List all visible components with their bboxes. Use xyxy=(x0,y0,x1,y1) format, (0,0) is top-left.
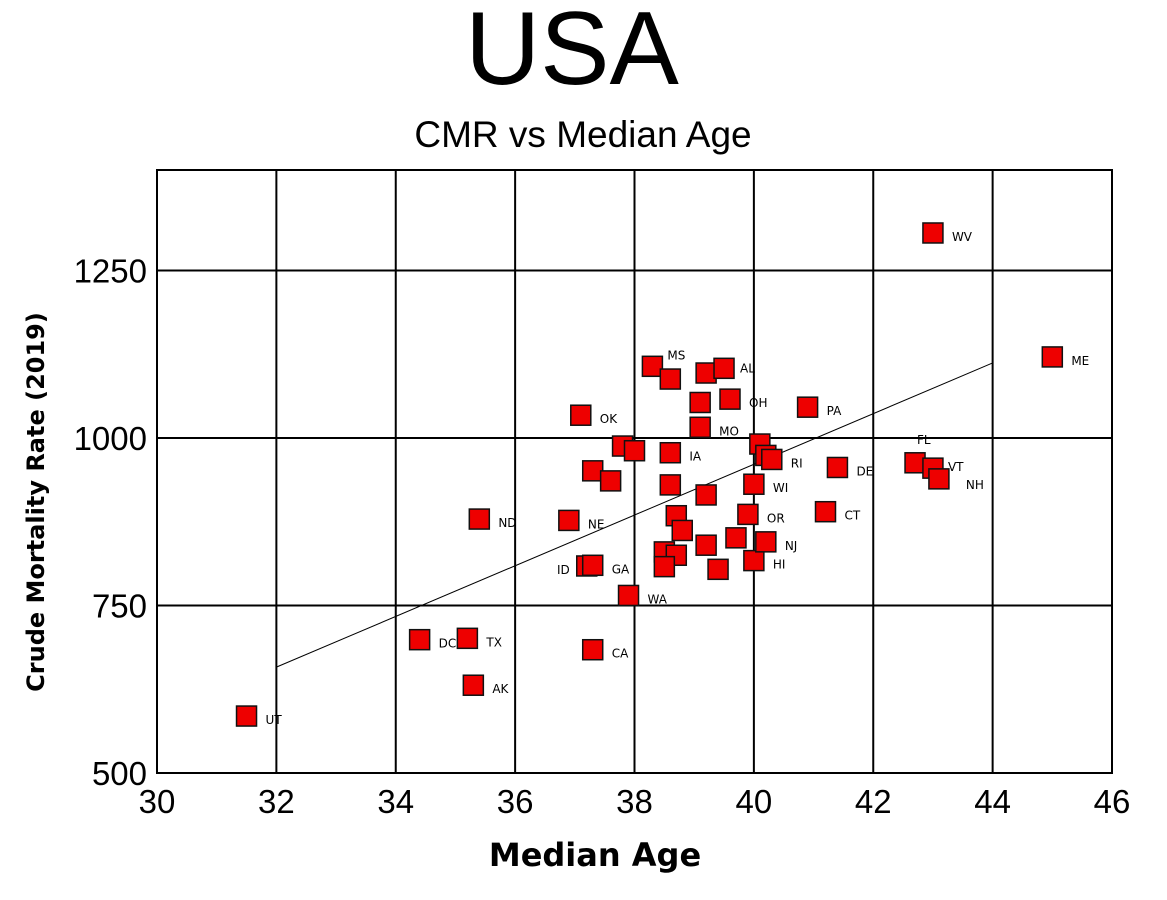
data-point xyxy=(814,500,837,523)
point-label: TX xyxy=(485,635,502,649)
y-axis-title: Crude Mortality Rate (2019) xyxy=(22,312,50,692)
point-label: AL xyxy=(740,361,755,375)
data-points xyxy=(235,222,1064,727)
x-axis-title: Median Age xyxy=(489,836,701,874)
y-tick-label: 1000 xyxy=(74,420,147,457)
data-point xyxy=(796,396,819,418)
point-label: OR xyxy=(767,511,785,525)
data-point xyxy=(695,484,717,506)
plot-frame xyxy=(156,169,1113,774)
point-label: PA xyxy=(827,404,842,418)
point-label: AK xyxy=(492,682,509,696)
point-label: RI xyxy=(791,456,803,470)
y-tick-label: 500 xyxy=(92,755,147,792)
point-label: MS xyxy=(667,348,685,362)
data-point xyxy=(755,531,777,553)
data-point xyxy=(581,554,604,577)
x-tick-label: 32 xyxy=(258,783,295,820)
data-point xyxy=(922,222,944,244)
x-tick-label: 46 xyxy=(1094,783,1131,820)
data-point xyxy=(737,503,759,526)
data-point xyxy=(235,705,258,727)
data-point xyxy=(707,558,729,581)
data-point xyxy=(695,362,717,384)
data-point xyxy=(623,439,646,462)
grid xyxy=(156,169,1113,774)
data-point xyxy=(725,527,747,549)
point-label: WV xyxy=(952,230,973,244)
x-tick-label: 36 xyxy=(497,783,534,820)
data-point xyxy=(653,555,676,578)
data-point xyxy=(904,452,926,474)
point-label: NH xyxy=(966,478,984,492)
data-point xyxy=(462,674,485,696)
data-point xyxy=(761,448,783,471)
point-labels: UT AK DC TX CA ND NE OK ID GA WA MS IA AL OH MO OR WI HI NJ… xyxy=(266,230,1090,727)
point-label: ME xyxy=(1071,354,1089,368)
data-point xyxy=(659,368,682,390)
data-point xyxy=(558,509,580,532)
data-point xyxy=(826,456,849,479)
point-label: DC xyxy=(439,637,457,651)
data-point xyxy=(719,388,741,410)
point-label: IA xyxy=(689,450,702,464)
data-point xyxy=(570,404,592,426)
y-tick-label: 1250 xyxy=(74,253,147,290)
data-point xyxy=(713,357,735,380)
data-point xyxy=(599,470,622,492)
point-label: WA xyxy=(648,592,668,606)
x-tick-label: 34 xyxy=(377,783,414,820)
point-label: NE xyxy=(588,517,605,531)
x-tick-label: 40 xyxy=(736,783,773,820)
data-point xyxy=(468,508,491,530)
data-point xyxy=(659,441,682,464)
data-point xyxy=(659,474,682,496)
chart-title: USA xyxy=(465,0,679,107)
x-tick-label: 42 xyxy=(855,783,892,820)
point-label: HI xyxy=(773,558,786,572)
point-label: FL xyxy=(917,433,931,447)
data-point xyxy=(581,460,604,482)
data-point xyxy=(928,468,950,490)
tick-labels: 30 32 34 36 38 40 42 44 46 500 750 1000 1250 xyxy=(74,253,1131,821)
x-tick-label: 38 xyxy=(616,783,653,820)
point-label: ND xyxy=(498,516,516,530)
x-tick-label: 44 xyxy=(974,783,1011,820)
data-point xyxy=(641,355,664,378)
data-point xyxy=(689,391,711,414)
point-label: OH xyxy=(749,396,767,410)
data-point xyxy=(743,473,765,495)
chart-subtitle: CMR vs Median Age xyxy=(414,114,751,155)
point-label: CT xyxy=(845,509,861,523)
data-point xyxy=(1041,346,1064,368)
point-label: NJ xyxy=(785,539,798,553)
point-label: MO xyxy=(719,424,739,438)
data-point xyxy=(671,519,693,542)
point-label: WI xyxy=(773,481,788,495)
trendline xyxy=(276,362,993,668)
data-point xyxy=(743,549,765,572)
point-label: CA xyxy=(612,647,629,661)
data-point xyxy=(581,638,604,661)
data-point xyxy=(689,416,711,439)
point-label: VT xyxy=(948,460,964,474)
point-label: GA xyxy=(612,562,630,576)
data-point xyxy=(617,584,640,607)
point-label: DE xyxy=(856,464,873,478)
y-tick-label: 750 xyxy=(92,588,147,625)
point-label: ID xyxy=(557,563,570,577)
point-label: UT xyxy=(266,713,283,727)
trendline-group xyxy=(276,362,993,668)
data-point xyxy=(408,628,431,651)
point-label: OK xyxy=(600,412,618,426)
data-point xyxy=(695,534,717,556)
x-tick-label: 30 xyxy=(139,783,176,820)
data-point xyxy=(456,627,479,650)
